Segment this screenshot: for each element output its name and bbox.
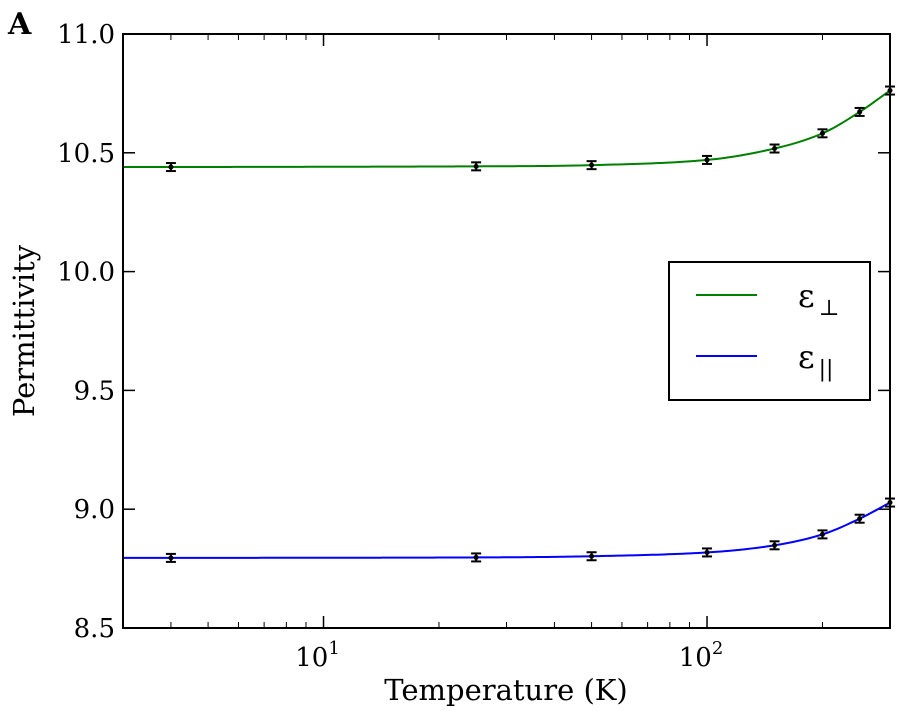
data-point (857, 109, 863, 115)
x-tick-label-base: 10 (295, 643, 328, 673)
legend: ε ⊥ε || (668, 261, 871, 401)
data-point (704, 157, 710, 163)
data-point (772, 542, 778, 548)
legend-box (668, 261, 871, 401)
legend-subscript: || (819, 357, 834, 382)
data-point (819, 531, 825, 537)
data-point (819, 130, 825, 136)
x-tick-label: 102 (679, 638, 724, 673)
legend-label: ε || (798, 338, 833, 382)
legend-label: ε ⊥ (798, 277, 839, 321)
data-point (168, 164, 174, 170)
y-tick-label: 10.0 (57, 258, 115, 288)
legend-symbol: ε (798, 277, 815, 315)
y-tick-label: 9.0 (74, 495, 115, 525)
panel-label: A (7, 7, 32, 42)
legend-subscript: ⊥ (819, 296, 840, 321)
y-tick-label: 11.0 (57, 20, 115, 50)
y-tick-label: 10.5 (57, 139, 115, 169)
data-point (589, 162, 595, 168)
data-point (168, 555, 174, 561)
data-point (589, 553, 595, 559)
data-point (772, 146, 778, 152)
series-line (123, 89, 891, 169)
x-tick-label-exponent: 1 (328, 638, 339, 659)
series-layer (123, 85, 895, 563)
data-point (857, 516, 863, 522)
y-axis-title: Permittivity (7, 244, 41, 417)
x-tick-label: 101 (295, 638, 340, 673)
y-tick-label: 9.5 (74, 376, 115, 406)
data-point (704, 549, 710, 555)
data-point (473, 554, 479, 560)
x-tick-label-base: 10 (679, 643, 712, 673)
series-line (123, 501, 891, 559)
data-point (473, 163, 479, 169)
x-tick-label-exponent: 2 (712, 638, 723, 659)
x-axis-title: Temperature (K) (384, 673, 628, 707)
legend-symbol: ε (798, 338, 815, 376)
plot-frame (122, 33, 891, 629)
y-tick-label: 8.5 (74, 614, 115, 644)
